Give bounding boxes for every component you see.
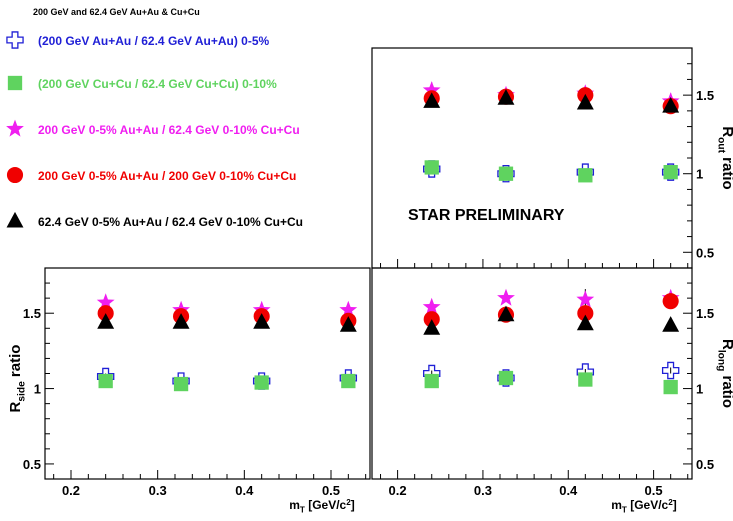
y-tick-label: 0.5 [696, 245, 714, 260]
data-point-triangle [497, 89, 515, 105]
legend-marker-square [7, 75, 23, 91]
data-point-triangle [576, 93, 594, 110]
panel-side: 0.511.50.2 0.3 0.4 0.5mT [GeV/c2]Rside rati… [7, 267, 371, 515]
y-tick-label: 1 [34, 382, 41, 397]
legend-marker-open-cross [6, 31, 24, 49]
x-tick-label: 0.4 [235, 483, 254, 498]
legend-label: (200 GeV Cu+Cu / 62.4 GeV Cu+Cu) 0-10% [38, 77, 277, 91]
data-point-square [341, 373, 356, 389]
legend-label: (200 GeV Au+Au / 62.4 GeV Au+Au) 0-5% [38, 34, 270, 48]
y-tick-label: 1 [696, 382, 703, 397]
panel-out: 0.5 1 1.5 Rout ratio [371, 47, 733, 269]
x-axis-label: mT [GeV/c2] [289, 498, 355, 515]
data-point-triangle [497, 305, 515, 322]
star-preliminary-annotation: STAR PRELIMINARY [408, 207, 565, 224]
data-point-square [424, 373, 439, 389]
data-point-triangle [576, 314, 594, 331]
legend-marker-triangle [6, 211, 24, 228]
x-axis-label: mT [GeV/c2] [611, 498, 677, 515]
x-tick-label: 0.2 [62, 483, 80, 498]
y-axis-label: Rlong ratio [716, 339, 733, 408]
data-point-square [254, 375, 269, 390]
data-point-star [497, 288, 515, 306]
data-point-triangle [423, 319, 441, 335]
data-point-square [663, 164, 678, 180]
y-axis-label: Rout ratio [716, 126, 733, 189]
data-point-square [578, 372, 593, 387]
data-point-star [576, 290, 595, 308]
legend: (200 GeV Au+Au / 62.4 GeV Au+Au) 0-5% (20… [6, 31, 303, 229]
legend-label: 200 GeV 0-5% Au+Au / 200 GeV 0-10% Cu+Cu [38, 169, 296, 183]
data-point-square [663, 379, 678, 395]
data-point-square [498, 370, 514, 386]
x-tick-label: 0.5 [645, 483, 663, 498]
x-tick-label: 0.3 [474, 483, 492, 498]
x-tick-label: 0.5 [322, 483, 340, 498]
plot-frame [371, 47, 693, 269]
y-axis-label: Rside ratio [7, 345, 28, 413]
y-tick-label: 0.5 [696, 457, 714, 472]
legend-marker-star [6, 119, 24, 137]
data-point-square [498, 166, 514, 181]
figure-title: 200 GeV and 62.4 GeV Au+Au & Cu+Cu [33, 7, 200, 17]
data-point-triangle [423, 92, 441, 108]
y-tick-label: 1.5 [696, 306, 714, 321]
legend-label: 200 GeV 0-5% Au+Au / 62.4 GeV 0-10% Cu+C… [38, 123, 300, 137]
data-point-open-cross [661, 361, 680, 380]
y-tick-label: 1.5 [696, 88, 714, 103]
data-point-triangle [97, 313, 115, 329]
plot-frame [44, 267, 371, 480]
y-tick-label: 1 [696, 167, 703, 182]
x-tick-label: 0.4 [559, 483, 578, 498]
legend-marker-circle [6, 166, 24, 184]
data-point-star [422, 297, 441, 315]
data-point-triangle [662, 97, 680, 113]
legend-label: 62.4 GeV 0-5% Au+Au / 62.4 GeV 0-10% Cu+… [38, 215, 303, 229]
data-point-triangle [253, 313, 271, 329]
data-point-square [173, 376, 189, 392]
data-point-square [424, 160, 439, 175]
x-tick-label: 0.3 [149, 483, 167, 498]
plot-frame [371, 267, 693, 480]
data-point-star [339, 300, 358, 318]
data-point-circle [662, 293, 679, 310]
data-point-star [422, 81, 441, 98]
data-point-triangle [172, 313, 190, 329]
data-point-triangle [662, 316, 680, 332]
y-tick-label: 0.5 [23, 457, 41, 472]
data-point-circle [577, 305, 594, 322]
data-point-square [578, 168, 593, 183]
x-tick-label: 0.2 [389, 483, 407, 498]
data-point-star [96, 293, 115, 311]
data-point-triangle [339, 316, 357, 332]
panel-long: 0.511.50.20.30.40.5mT [GeV/c2]Rlong rati… [371, 267, 733, 515]
y-tick-label: 1.5 [23, 306, 41, 321]
data-point-square [98, 373, 113, 389]
